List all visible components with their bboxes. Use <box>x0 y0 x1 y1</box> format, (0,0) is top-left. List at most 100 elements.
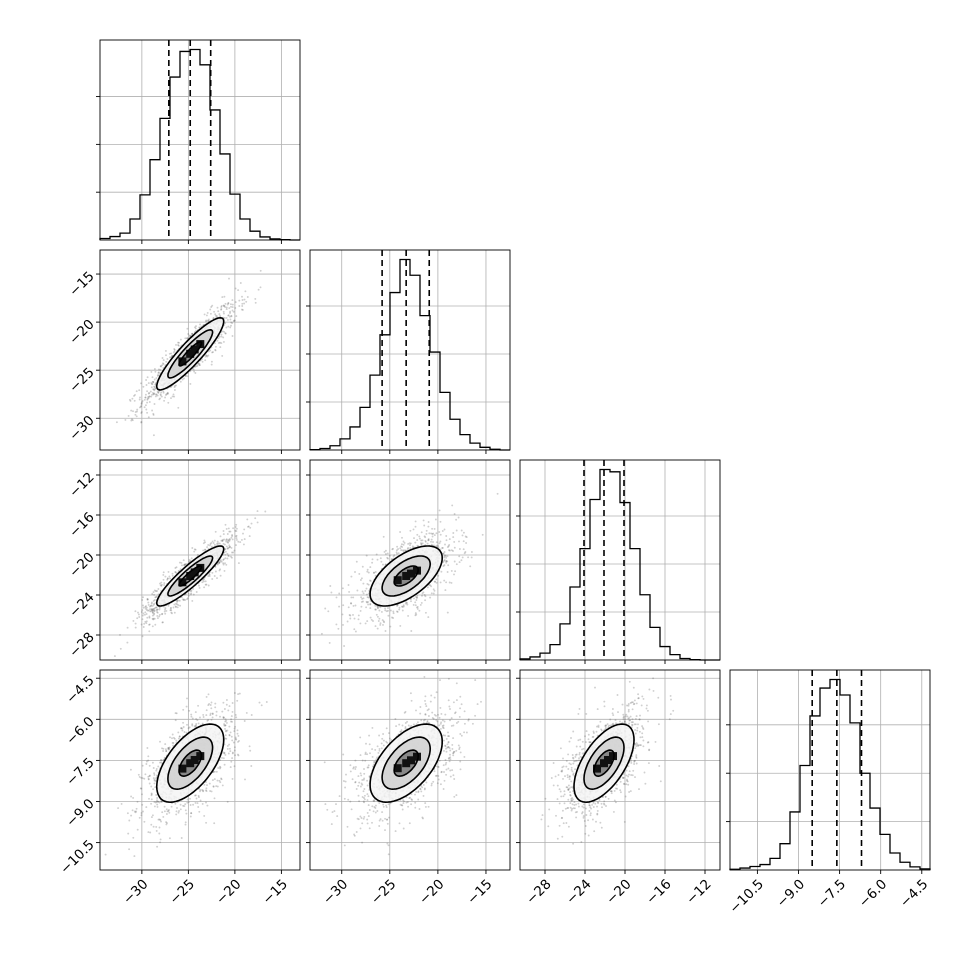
sample-point <box>185 812 188 815</box>
sample-point <box>240 538 243 541</box>
sample-point <box>210 363 213 366</box>
sample-point <box>445 581 448 584</box>
sample-point <box>361 565 364 568</box>
sample-point <box>230 760 233 763</box>
sample-point <box>193 725 196 728</box>
sample-point <box>205 320 207 323</box>
sample-point <box>222 563 225 566</box>
sample-point <box>338 592 341 595</box>
sample-point <box>447 564 450 567</box>
sample-point <box>235 716 238 719</box>
sample-point <box>190 592 193 595</box>
sample-point <box>234 713 237 716</box>
sample-point <box>155 377 158 380</box>
sample-point <box>163 582 166 585</box>
sample-point <box>445 539 448 542</box>
sample-point <box>388 554 391 557</box>
sample-point <box>246 296 249 298</box>
sample-point <box>194 327 197 330</box>
sample-point <box>445 535 448 537</box>
sample-point <box>407 542 410 545</box>
sample-point <box>159 394 162 397</box>
sample-point <box>440 570 443 573</box>
sample-point <box>182 804 185 807</box>
y-tick-label: −7.5 <box>63 755 97 789</box>
sample-point <box>446 571 449 573</box>
sample-point <box>145 806 148 809</box>
panel-3-0: −30 −25 −20 −15−10.5−9.0−7.5−6.0−4.5 <box>57 669 301 908</box>
sample-point <box>423 593 426 596</box>
sample-point <box>206 355 209 358</box>
sample-point <box>353 617 356 620</box>
sample-point <box>172 393 175 396</box>
sample-point <box>224 553 227 556</box>
sample-point <box>435 541 438 544</box>
sample-point <box>219 341 221 344</box>
histogram-0 <box>99 48 300 241</box>
sample-point <box>140 421 143 424</box>
sample-point <box>135 807 138 810</box>
sample-point <box>153 385 156 388</box>
sample-point <box>452 536 455 539</box>
sample-point <box>176 606 179 609</box>
sample-point <box>211 304 214 307</box>
sample-point <box>186 337 189 340</box>
sample-point <box>207 350 210 353</box>
sample-point <box>231 322 234 325</box>
sample-point <box>375 553 378 556</box>
sample-point <box>156 617 159 620</box>
sample-point <box>217 310 220 313</box>
sample-point <box>202 580 205 583</box>
sample-point <box>234 725 237 728</box>
sample-point <box>209 308 212 311</box>
sample-point <box>213 778 216 781</box>
sample-point <box>458 555 461 558</box>
sample-point <box>366 753 369 756</box>
sample-point <box>207 575 210 577</box>
sample-point <box>389 609 392 612</box>
sample-point <box>158 398 161 401</box>
sample-point <box>174 567 177 569</box>
sample-point <box>376 745 379 748</box>
sample-point <box>450 581 453 584</box>
sample-point <box>443 528 446 531</box>
sample-point <box>214 349 217 352</box>
sample-point <box>203 586 206 589</box>
sample-point <box>381 619 384 622</box>
sample-point <box>346 620 349 623</box>
sample-point <box>242 543 245 546</box>
sample-point <box>148 615 151 618</box>
sample-point <box>199 323 201 326</box>
sample-point <box>224 727 226 730</box>
sample-point <box>221 539 224 542</box>
sample-point <box>133 855 136 858</box>
sample-point <box>153 602 156 605</box>
sample-point <box>401 536 403 539</box>
sample-point <box>209 349 212 352</box>
sample-point <box>133 810 136 813</box>
sample-point <box>374 608 377 611</box>
sample-point <box>189 335 192 338</box>
sample-point <box>196 553 199 556</box>
sample-point <box>144 607 147 610</box>
sample-point <box>366 620 369 623</box>
sample-point <box>151 376 154 379</box>
sample-point <box>134 622 137 625</box>
sample-point <box>201 360 204 363</box>
y-tick-label: −9.0 <box>63 796 97 830</box>
sample-point <box>173 386 176 389</box>
sample-point <box>231 710 234 713</box>
sample-point <box>191 547 194 549</box>
sample-point <box>366 811 369 814</box>
sample-point <box>368 809 371 811</box>
sample-point <box>188 334 191 337</box>
sample-point <box>188 560 191 563</box>
sample-point <box>187 592 190 595</box>
sample-point <box>151 610 154 612</box>
sample-point <box>439 533 442 536</box>
sample-point <box>142 385 145 388</box>
sample-point <box>146 598 149 601</box>
sample-point <box>402 540 405 543</box>
sample-point <box>427 539 430 542</box>
sample-point <box>150 798 153 801</box>
